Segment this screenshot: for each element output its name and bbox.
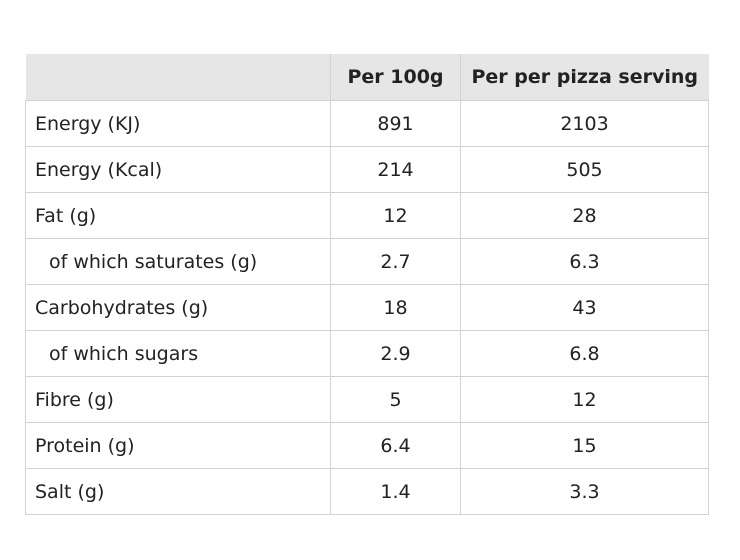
row-label: Fat (g) <box>25 192 331 239</box>
table-header: Per 100g Per per pizza serving <box>25 54 709 101</box>
row-value-per-100g: 12 <box>330 192 461 239</box>
row-label: Energy (Kcal) <box>25 146 331 193</box>
table-row: of which saturates (g) 2.7 6.3 <box>25 238 709 285</box>
row-value-per-100g: 6.4 <box>330 422 461 469</box>
row-value-per-100g: 2.9 <box>330 330 461 377</box>
row-label: of which sugars <box>25 330 331 377</box>
row-value-per-serving: 505 <box>460 146 709 193</box>
table-row: Fat (g) 12 28 <box>25 192 709 239</box>
row-value-per-serving: 6.3 <box>460 238 709 285</box>
header-per-serving: Per per pizza serving <box>460 54 709 101</box>
table-row: Protein (g) 6.4 15 <box>25 422 709 469</box>
row-label: Energy (KJ) <box>25 100 331 147</box>
table-row: Energy (Kcal) 214 505 <box>25 146 709 193</box>
row-value-per-100g: 2.7 <box>330 238 461 285</box>
row-value-per-serving: 6.8 <box>460 330 709 377</box>
row-value-per-100g: 1.4 <box>330 468 461 515</box>
row-label: Salt (g) <box>25 468 331 515</box>
row-value-per-serving: 15 <box>460 422 709 469</box>
row-value-per-serving: 28 <box>460 192 709 239</box>
table-body: Energy (KJ) 891 2103 Energy (Kcal) 214 5… <box>25 100 709 515</box>
table-row: Energy (KJ) 891 2103 <box>25 100 709 147</box>
row-label: Carbohydrates (g) <box>25 284 331 331</box>
row-value-per-100g: 891 <box>330 100 461 147</box>
table-row: Carbohydrates (g) 18 43 <box>25 284 709 331</box>
header-label-column <box>25 54 331 101</box>
row-label: Fibre (g) <box>25 376 331 423</box>
row-value-per-serving: 43 <box>460 284 709 331</box>
table-row: of which sugars 2.9 6.8 <box>25 330 709 377</box>
row-value-per-100g: 5 <box>330 376 461 423</box>
row-label: of which saturates (g) <box>25 238 331 285</box>
row-value-per-serving: 12 <box>460 376 709 423</box>
row-label: Protein (g) <box>25 422 331 469</box>
row-value-per-serving: 2103 <box>460 100 709 147</box>
row-value-per-100g: 214 <box>330 146 461 193</box>
nutrition-table: Per 100g Per per pizza serving Energy (K… <box>25 54 709 515</box>
table-row: Fibre (g) 5 12 <box>25 376 709 423</box>
header-per-100g: Per 100g <box>330 54 461 101</box>
row-value-per-serving: 3.3 <box>460 468 709 515</box>
row-value-per-100g: 18 <box>330 284 461 331</box>
header-row: Per 100g Per per pizza serving <box>25 54 709 101</box>
table-row: Salt (g) 1.4 3.3 <box>25 468 709 515</box>
